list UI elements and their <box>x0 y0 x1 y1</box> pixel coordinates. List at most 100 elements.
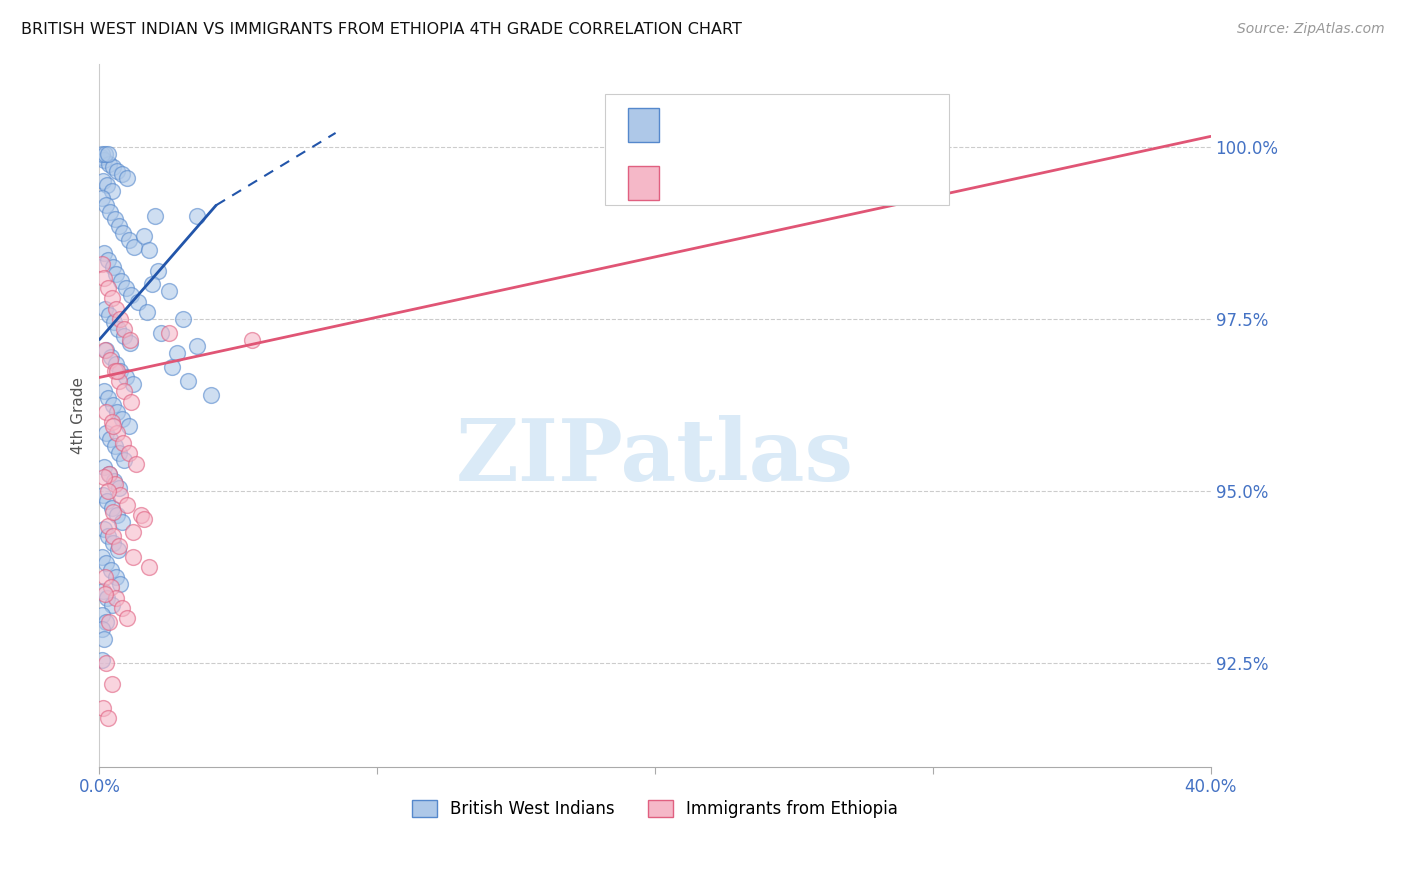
Point <box>91 487 114 501</box>
Point <box>118 336 141 351</box>
Point <box>91 174 114 188</box>
Point <box>98 467 121 481</box>
Point <box>98 615 121 629</box>
Point <box>107 425 129 440</box>
Point <box>96 591 118 605</box>
Point <box>101 501 124 516</box>
Point <box>111 411 134 425</box>
Point <box>90 653 112 667</box>
Point <box>104 570 127 584</box>
Point <box>93 632 115 647</box>
Point <box>100 563 122 577</box>
Point <box>115 170 138 185</box>
Point <box>90 257 112 271</box>
Point <box>104 477 127 491</box>
Point <box>141 277 163 292</box>
Point <box>104 212 127 227</box>
Point <box>97 711 120 725</box>
Point <box>98 433 121 447</box>
Point <box>101 291 124 305</box>
Point <box>94 587 117 601</box>
Point <box>115 611 138 625</box>
Point <box>110 311 132 326</box>
Point <box>172 311 194 326</box>
Point <box>186 209 208 223</box>
Point <box>93 522 115 536</box>
Point <box>101 598 124 612</box>
Point <box>117 446 139 460</box>
Text: Source: ZipAtlas.com: Source: ZipAtlas.com <box>1237 22 1385 37</box>
Point <box>104 439 127 453</box>
Point <box>177 374 200 388</box>
Point <box>101 415 124 429</box>
Point <box>98 309 121 323</box>
Point <box>96 405 118 419</box>
Point <box>114 322 136 336</box>
Point <box>127 294 149 309</box>
Point <box>91 191 114 205</box>
Point <box>107 363 129 377</box>
Point <box>105 301 128 316</box>
Point <box>921 146 943 161</box>
Point <box>103 161 125 175</box>
Point <box>105 508 128 523</box>
Point <box>107 405 129 419</box>
Point <box>94 146 117 161</box>
Point <box>90 146 112 161</box>
Point <box>108 446 131 460</box>
Point <box>240 333 263 347</box>
Point <box>103 398 125 412</box>
Point <box>93 246 115 260</box>
Point <box>104 363 127 377</box>
Point <box>111 515 134 529</box>
Text: BRITISH WEST INDIAN VS IMMIGRANTS FROM ETHIOPIA 4TH GRADE CORRELATION CHART: BRITISH WEST INDIAN VS IMMIGRANTS FROM E… <box>21 22 742 37</box>
Point <box>94 301 117 316</box>
Legend: British West Indians, Immigrants from Ethiopia: British West Indians, Immigrants from Et… <box>405 794 905 825</box>
Point <box>96 178 118 192</box>
Point <box>114 453 136 467</box>
Point <box>90 622 112 636</box>
Point <box>96 657 118 671</box>
Point <box>103 505 125 519</box>
Point <box>98 467 121 481</box>
Point <box>93 460 115 475</box>
Point <box>120 394 142 409</box>
Point <box>110 363 132 377</box>
Point <box>94 570 117 584</box>
Point <box>124 457 146 471</box>
Point <box>112 226 135 240</box>
Point <box>112 329 135 343</box>
Point <box>96 494 118 508</box>
Point <box>94 615 117 629</box>
Point <box>114 370 136 384</box>
Point <box>105 591 128 605</box>
Text: R = 0.405   N = 52: R = 0.405 N = 52 <box>673 170 859 190</box>
Point <box>149 326 172 340</box>
Text: ZIPatlas: ZIPatlas <box>456 416 853 500</box>
Point <box>114 281 136 295</box>
Point <box>93 153 115 168</box>
Point <box>120 287 142 301</box>
Point <box>97 391 120 405</box>
Point <box>97 518 120 533</box>
Point <box>108 374 131 388</box>
Point <box>100 350 122 364</box>
Point <box>108 539 131 553</box>
Point <box>104 357 127 371</box>
Point <box>117 233 139 247</box>
Point <box>97 253 120 268</box>
Point <box>94 343 117 357</box>
Point <box>107 542 129 557</box>
Point <box>110 487 132 501</box>
Point <box>132 511 155 525</box>
Point <box>110 577 132 591</box>
Point <box>121 525 143 540</box>
Point <box>121 377 143 392</box>
Point <box>100 581 122 595</box>
Point <box>108 481 131 495</box>
Point <box>146 263 169 277</box>
Point <box>105 267 128 281</box>
Point <box>121 549 143 564</box>
Point <box>110 274 132 288</box>
Point <box>111 601 134 615</box>
